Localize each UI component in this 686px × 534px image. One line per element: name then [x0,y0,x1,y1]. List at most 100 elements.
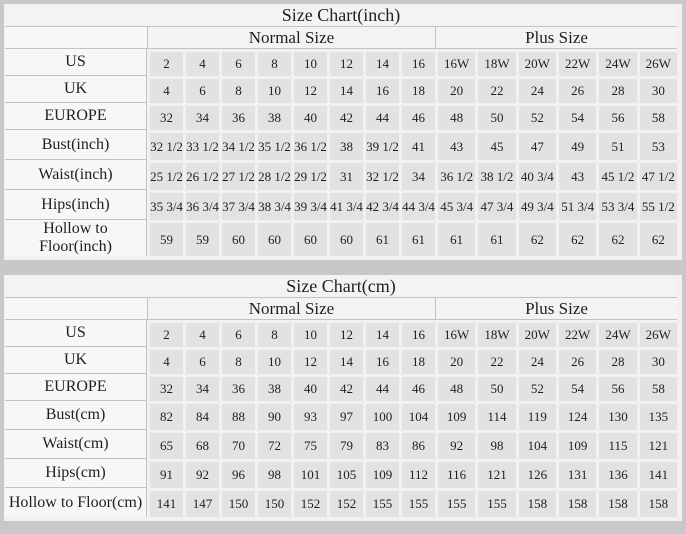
size-cell: 104 [515,430,556,459]
size-cell: 22 [475,347,516,374]
size-cell: 24 [515,76,556,103]
size-cell: 97 [327,401,363,430]
row-label: Hips(inch) [5,190,147,220]
size-cell: 79 [327,430,363,459]
size-cell: 38 3/4 [255,190,291,220]
size-cell: 38 [255,374,291,401]
size-cell: 36 [219,103,255,130]
size-cell: 47 [515,130,556,160]
size-cell: 90 [255,401,291,430]
size-cell: 83 [363,430,399,459]
size-cell: 126 [515,459,556,488]
size-cell: 34 1/2 [219,130,255,160]
table-row: UK 4 6 8 10 12 14 16 18 20 22 24 26 28 30 [5,76,677,103]
size-cell: 115 [596,430,637,459]
size-cell: 6 [183,76,219,103]
size-cell: 12 [327,49,363,76]
row-label: Waist(cm) [5,430,147,459]
size-cell: 131 [555,459,597,488]
row-label: US [5,49,147,76]
size-cell: 55 1/2 [636,190,677,220]
size-cell: 53 3/4 [596,190,637,220]
size-cell: 70 [219,430,255,459]
size-cell: 121 [636,430,677,459]
size-cell: 96 [219,459,255,488]
table-row: Bust(cm) 82 84 88 90 93 97 100 104 109 114 119 124 13… [5,401,677,430]
size-cell: 20 [435,347,476,374]
size-cell: 119 [515,401,556,430]
size-cell: 61 [475,220,516,256]
size-cell: 35 1/2 [255,130,291,160]
row-label: Waist(inch) [5,160,147,190]
size-cell: 40 [291,374,327,401]
table-row: Hollow to Floor(cm) 141 147 150 150 152 152 155… [5,488,677,517]
table-title: Size Chart(cm) [5,276,677,298]
size-cell: 92 [183,459,219,488]
size-cell: 14 [327,76,363,103]
size-cell: 158 [636,488,677,517]
size-cell: 56 [596,374,637,401]
size-cell: 41 3/4 [327,190,363,220]
size-chart-inch: Size Chart(inch) Normal Size Plus Size U… [4,4,682,260]
size-cell: 4 [183,49,219,76]
size-cell: 26W [636,320,677,347]
size-cell: 42 [327,103,363,130]
size-cell: 20W [515,320,556,347]
size-cell: 43 [555,160,597,190]
column-group-normal: Normal Size [147,27,435,49]
size-cell: 136 [596,459,637,488]
size-cell: 152 [327,488,363,517]
size-cell: 101 [291,459,327,488]
size-cell: 59 [183,220,219,256]
size-cell: 20 [435,76,476,103]
table-row: Hips(inch) 35 3/4 36 3/4 37 3/4 38 3/4 39 3/4… [5,190,677,220]
size-cell: 32 1/2 [363,160,399,190]
size-cell: 98 [475,430,516,459]
size-cell: 16 [399,320,435,347]
size-cell: 2 [147,320,183,347]
size-cell: 26 1/2 [183,160,219,190]
size-cell: 6 [219,320,255,347]
size-table-inch: Size Chart(inch) Normal Size Plus Size U… [5,5,677,256]
size-cell: 18 [399,76,435,103]
size-cell: 35 3/4 [147,190,183,220]
size-cell: 155 [363,488,399,517]
size-cell: 28 [596,347,637,374]
row-label: UK [5,347,147,374]
size-cell: 10 [291,49,327,76]
size-cell: 10 [291,320,327,347]
size-cell: 32 1/2 [147,130,183,160]
size-cell: 12 [291,347,327,374]
size-cell: 155 [435,488,476,517]
size-cell: 4 [147,76,183,103]
size-cell: 6 [219,49,255,76]
size-cell: 158 [596,488,637,517]
size-cell: 114 [475,401,516,430]
size-cell: 141 [147,488,183,517]
size-cell: 155 [475,488,516,517]
size-cell: 8 [255,49,291,76]
size-cell: 39 3/4 [291,190,327,220]
size-cell: 12 [327,320,363,347]
row-label: Hollow to Floor(inch) [5,220,147,256]
size-cell: 44 [363,374,399,401]
size-cell: 150 [219,488,255,517]
size-cell: 38 1/2 [475,160,516,190]
size-cell: 38 [327,130,363,160]
size-cell: 124 [555,401,597,430]
size-cell: 56 [596,103,637,130]
size-cell: 62 [515,220,556,256]
size-cell: 16W [435,320,476,347]
size-cell: 24W [596,49,637,76]
size-cell: 10 [255,347,291,374]
row-label: Bust(inch) [5,130,147,160]
size-cell: 26 [555,76,597,103]
size-cell: 2 [147,49,183,76]
size-cell: 104 [399,401,435,430]
size-cell: 45 3/4 [435,190,476,220]
row-label: Hips(cm) [5,459,147,488]
size-cell: 82 [147,401,183,430]
size-cell: 8 [255,320,291,347]
size-cell: 86 [399,430,435,459]
size-chart-cm: Size Chart(cm) Normal Size Plus Size US 2… [4,275,682,521]
